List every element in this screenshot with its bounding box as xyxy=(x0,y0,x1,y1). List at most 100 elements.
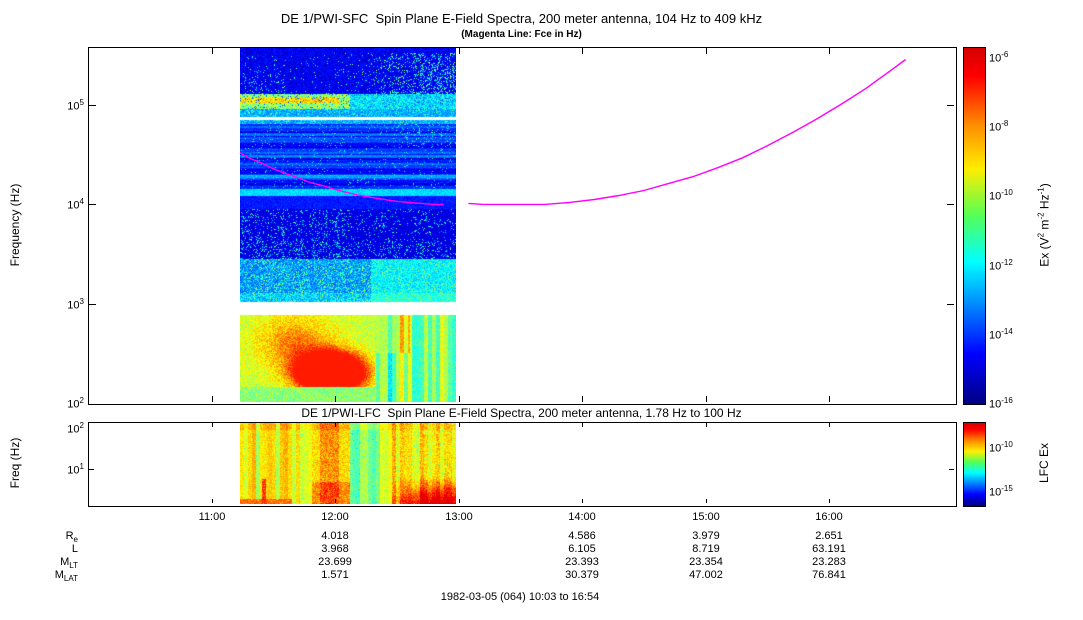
ephemeris-value: 4.018 xyxy=(321,530,349,542)
exp: 2 xyxy=(79,421,84,430)
base: 10 xyxy=(989,486,1002,499)
lfc-colorbar-axis-label: LFC Ex xyxy=(1037,442,1051,484)
ephemeris-value: 23.699 xyxy=(318,556,352,568)
sfc-cbtick-1e-8: 10-8 xyxy=(989,119,1049,134)
axis-tick xyxy=(335,48,336,54)
exp: 3 xyxy=(79,297,84,306)
axis-tick xyxy=(459,499,460,503)
base: 10 xyxy=(989,260,1002,273)
exp: -1 xyxy=(1036,187,1046,195)
lfc-ytick-1e1: 101 xyxy=(44,462,84,477)
exp: 4 xyxy=(79,197,84,206)
base: 10 xyxy=(67,398,80,411)
exp: -10 xyxy=(1001,188,1013,197)
base: 10 xyxy=(67,299,80,312)
exp: -8 xyxy=(1001,119,1009,128)
axis-tick xyxy=(706,499,707,503)
sfc-ytick-1e5: 105 xyxy=(44,98,84,113)
x-tick-16: 16:00 xyxy=(815,511,843,523)
text: Ex (V xyxy=(1037,237,1052,267)
x-tick-13: 13:00 xyxy=(445,511,473,523)
axis-tick xyxy=(582,48,583,54)
sfc-title: DE 1/PWI-SFC Spin Plane E-Field Spectra,… xyxy=(280,11,763,26)
axis-tick xyxy=(582,499,583,503)
text: m xyxy=(1037,219,1052,233)
ephemeris-value: 76.841 xyxy=(812,569,846,581)
sfc-ytick-1e4: 104 xyxy=(44,197,84,212)
axis-tick xyxy=(829,396,830,402)
exp: 2 xyxy=(79,396,84,405)
x-tick-15: 15:00 xyxy=(692,511,720,523)
axis-tick xyxy=(335,499,336,503)
ephemeris-value: 6.105 xyxy=(568,543,596,555)
text: ) xyxy=(1037,183,1052,188)
axis-tick xyxy=(706,48,707,54)
ephemeris-label-mlt: MLT xyxy=(28,556,78,570)
sfc-panel xyxy=(88,47,957,405)
text: Hz xyxy=(1037,194,1052,213)
axis-tick xyxy=(829,423,830,427)
base: 10 xyxy=(989,398,1002,411)
sfc-spectrogram xyxy=(240,48,456,402)
sfc-colorbar-axis-label: Ex (V2 m-2 Hz-1) xyxy=(1037,183,1052,266)
axis-tick xyxy=(89,204,96,205)
ephemeris-label-mlat: MLAT xyxy=(28,569,78,583)
exp: 1 xyxy=(79,462,84,471)
ephemeris-value: 4.586 xyxy=(568,530,596,542)
base: 10 xyxy=(989,52,1002,65)
axis-tick xyxy=(89,469,94,470)
base: 10 xyxy=(989,121,1002,134)
exp: -12 xyxy=(1001,258,1013,267)
axis-tick xyxy=(335,423,336,427)
axis-tick xyxy=(212,499,213,503)
ephemeris-value: 23.393 xyxy=(565,556,599,568)
base: 10 xyxy=(67,199,80,212)
x-tick-14: 14:00 xyxy=(568,511,596,523)
ephemeris-value: 2.651 xyxy=(815,530,843,542)
sfc-y-axis-label: Frequency (Hz) xyxy=(8,183,22,267)
sfc-cbtick-1e-12: 10-12 xyxy=(989,258,1049,273)
base: 10 xyxy=(67,100,80,113)
sub: LAT xyxy=(63,574,78,584)
ephemeris-value: 23.354 xyxy=(689,556,723,568)
sfc-subtitle: (Magenta Line: Fce in Hz) xyxy=(461,29,582,40)
exp: 5 xyxy=(79,98,84,107)
ephemeris-value: 63.191 xyxy=(812,543,846,555)
sfc-colorbar xyxy=(963,47,986,405)
axis-tick xyxy=(212,48,213,54)
axis-tick xyxy=(89,304,96,305)
exp: -2 xyxy=(1036,212,1046,220)
sfc-ytick-1e2: 102 xyxy=(44,396,84,411)
ephemeris-label-re: Re xyxy=(28,530,78,544)
lfc-colorbar xyxy=(963,422,986,507)
base: 10 xyxy=(67,423,80,436)
sub: e xyxy=(73,535,78,545)
x-tick-11: 11:00 xyxy=(198,511,226,523)
lfc-cbtick-1e-10: 10-10 xyxy=(989,440,1049,455)
ephemeris-value: 3.979 xyxy=(692,530,720,542)
lfc-spectrogram xyxy=(240,423,456,504)
base: 10 xyxy=(67,464,80,477)
exp: -16 xyxy=(1001,396,1013,405)
exp: 2 xyxy=(1036,232,1046,238)
axis-tick xyxy=(335,396,336,402)
axis-tick xyxy=(459,396,460,402)
axis-tick xyxy=(212,423,213,427)
ephemeris-value: 47.002 xyxy=(689,569,723,581)
exp: -10 xyxy=(1001,440,1013,449)
text: R xyxy=(65,530,74,542)
sub: LT xyxy=(69,561,78,571)
lfc-ytick-1e2: 102 xyxy=(44,421,84,436)
sfc-cbtick-1e-14: 10-14 xyxy=(989,327,1049,342)
base: 10 xyxy=(989,329,1002,342)
base: 10 xyxy=(989,190,1002,203)
axis-tick xyxy=(582,396,583,402)
date-range-label: 1982-03-05 (064) 10:03 to 16:54 xyxy=(440,591,600,603)
axis-tick xyxy=(947,204,954,205)
lfc-cbtick-1e-15: 10-15 xyxy=(989,484,1049,499)
lfc-y-axis-label: Freq (Hz) xyxy=(8,437,22,489)
ephemeris-value: 8.719 xyxy=(692,543,720,555)
ephemeris-value: 23.283 xyxy=(812,556,846,568)
axis-tick xyxy=(947,105,954,106)
